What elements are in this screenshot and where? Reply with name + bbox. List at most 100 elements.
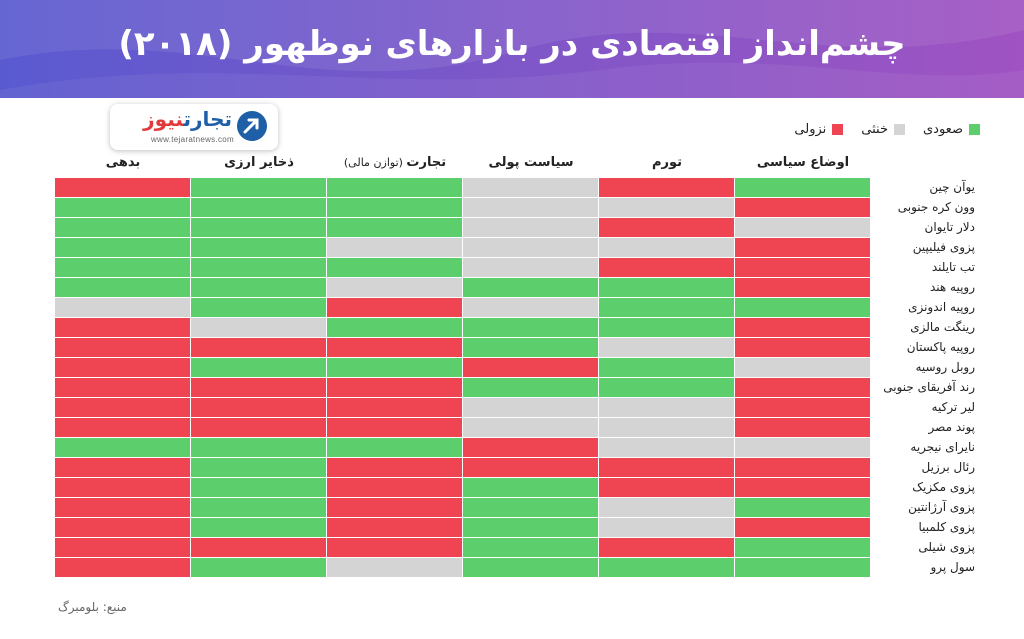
heatmap-cell [55, 378, 190, 397]
heatmap-cell [735, 298, 870, 317]
row-label: یوآن چین [929, 180, 975, 194]
heatmap-grid [55, 178, 870, 577]
heatmap-cell [463, 478, 598, 497]
heatmap-cell [191, 498, 326, 517]
heatmap-cell [191, 358, 326, 377]
heatmap-cell [463, 498, 598, 517]
column-header-label: بدهی [105, 155, 141, 170]
legend-item-down: نزولی [794, 122, 844, 137]
page-title: چشم‌انداز اقتصادی در بازارهای نوظهور (۲۰… [118, 24, 906, 64]
heatmap-cell [599, 178, 734, 197]
legend-item-neutral: خنثی [861, 122, 905, 137]
row-label: پزوی آرژانتین [908, 500, 975, 514]
heatmap-cell [735, 538, 870, 557]
row-label: تب تایلند [931, 260, 975, 274]
heatmap-cell [463, 518, 598, 537]
column-header-0: اوضاع سیاسی [735, 155, 871, 170]
heatmap-cell [55, 358, 190, 377]
header-wave-decoration [0, 0, 1024, 98]
logo-url: www.tejaratnews.com [150, 135, 234, 144]
logo-arrow-icon [237, 111, 267, 141]
heatmap-cell [599, 198, 734, 217]
column-header-label: سیاست پولی [488, 155, 574, 170]
heatmap-cell [191, 238, 326, 257]
logo-text: تجارتنیوز [143, 107, 232, 131]
heatmap-cell [55, 538, 190, 557]
row-label: روپیه اندونزی [908, 300, 975, 314]
heatmap-cell [599, 238, 734, 257]
heatmap-cell [327, 238, 462, 257]
row-label: روبل روسیه [915, 360, 975, 374]
heatmap-cell [735, 518, 870, 537]
row-label: وون کره جنوبی [897, 200, 975, 214]
heatmap-cell [463, 418, 598, 437]
heatmap-cell [463, 398, 598, 417]
heatmap-cell [599, 398, 734, 417]
heatmap-cell [55, 258, 190, 277]
legend-label-neutral: خنثی [861, 122, 888, 137]
heatmap-cell [327, 378, 462, 397]
heatmap-cell [735, 478, 870, 497]
heatmap-cell [463, 358, 598, 377]
row-label: سول پرو [930, 560, 975, 574]
heatmap-cell [55, 398, 190, 417]
heatmap-cell [327, 438, 462, 457]
chart-legend: صعودی خنثی نزولی [794, 122, 980, 137]
column-header-4: ذخایر ارزی [191, 155, 327, 170]
heatmap-cell [191, 298, 326, 317]
heatmap-cell [191, 458, 326, 477]
heatmap-cell [599, 558, 734, 577]
heatmap-cell [191, 198, 326, 217]
column-header-3: تجارت (توازن مالی) [327, 155, 463, 170]
heatmap-cell [55, 558, 190, 577]
heatmap-cell [327, 178, 462, 197]
column-header-1: تورم [599, 155, 735, 170]
heatmap-cell [599, 278, 734, 297]
legend-item-up: صعودی [923, 122, 980, 137]
heatmap-cell [327, 398, 462, 417]
heatmap-cell [735, 258, 870, 277]
heatmap-cell [735, 198, 870, 217]
column-header-label: تورم [651, 155, 683, 170]
heatmap-cell [327, 278, 462, 297]
heatmap-cell [599, 438, 734, 457]
heatmap-cell [191, 478, 326, 497]
column-header-label: اوضاع سیاسی [756, 155, 850, 170]
heatmap-cell [327, 258, 462, 277]
heatmap-cell [735, 178, 870, 197]
heatmap-cell [735, 498, 870, 517]
heatmap-cell [327, 338, 462, 357]
heatmap-cell [327, 458, 462, 477]
legend-label-up: صعودی [923, 122, 963, 137]
heatmap-cell [327, 198, 462, 217]
heatmap-cell [735, 398, 870, 417]
header-banner: چشم‌انداز اقتصادی در بازارهای نوظهور (۲۰… [0, 0, 1024, 98]
row-label: رئال برزیل [921, 460, 975, 474]
heatmap-cell [55, 178, 190, 197]
source-note: منبع: بلومبرگ [58, 600, 127, 614]
heatmap-cell [599, 338, 734, 357]
row-label: روپیه هند [929, 280, 975, 294]
heatmap-cell [55, 478, 190, 497]
logo-text-part2: نیوز [143, 107, 184, 131]
heatmap-cell [599, 498, 734, 517]
heatmap-cell [599, 298, 734, 317]
heatmap-cell [327, 218, 462, 237]
heatmap-cell [735, 558, 870, 577]
heatmap-cell [327, 318, 462, 337]
heatmap-cell [191, 378, 326, 397]
heatmap-cell [735, 378, 870, 397]
heatmap-cell [55, 198, 190, 217]
heatmap-cell [55, 278, 190, 297]
heatmap-cell [735, 438, 870, 457]
heatmap-cell [463, 198, 598, 217]
heatmap-cell [55, 238, 190, 257]
heatmap-cell [599, 358, 734, 377]
column-header-2: سیاست پولی [463, 155, 599, 170]
heatmap-cell [735, 338, 870, 357]
heatmap-cell [599, 378, 734, 397]
heatmap-cell [191, 318, 326, 337]
heatmap-cell [191, 398, 326, 417]
row-label: لیر ترکیه [931, 400, 975, 414]
heatmap-cell [599, 518, 734, 537]
